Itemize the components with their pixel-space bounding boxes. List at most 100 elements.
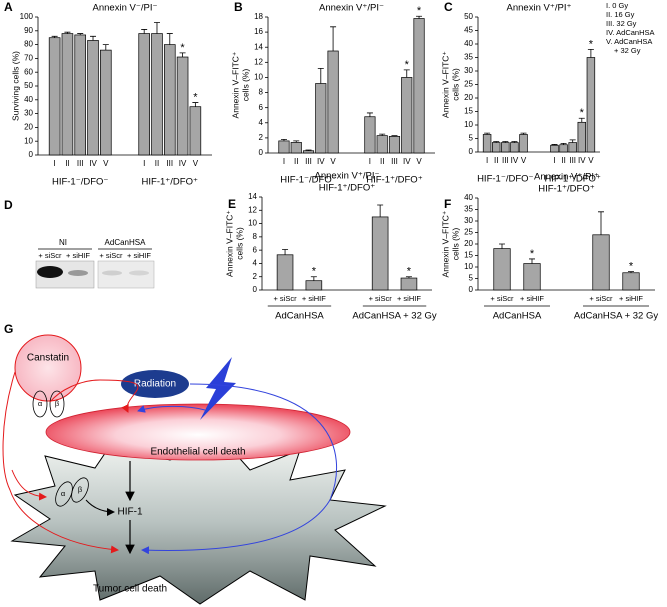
x-tick-label: I	[486, 156, 488, 165]
error-bar	[77, 33, 84, 35]
error-bar	[317, 67, 324, 84]
y-tick-label: 15	[464, 107, 473, 116]
y-axis-label: cells (%)	[450, 228, 460, 261]
blot-band	[102, 270, 122, 276]
error-bar	[179, 52, 186, 58]
error-bar	[598, 211, 604, 235]
x-tick-label: IV	[578, 156, 586, 165]
x-tick-label: III	[77, 159, 84, 168]
bar	[290, 142, 302, 154]
y-tick-label: 45	[464, 26, 473, 35]
error-bar	[330, 26, 337, 51]
key-entry: IV. AdCanHSA	[606, 28, 655, 37]
y-tick-label: 10	[464, 262, 473, 271]
error-bar	[499, 243, 505, 249]
group-label: HIF-1⁻/DFO⁻	[280, 175, 336, 186]
error-bar	[102, 44, 109, 51]
bar	[388, 136, 401, 154]
x-tick-label: I	[553, 156, 555, 165]
y-tick-label: 4	[259, 118, 264, 127]
x-tick-label: I	[369, 157, 371, 166]
x-tick-label: V	[193, 159, 199, 168]
y-tick-label: 25	[464, 228, 473, 237]
group-label: HIF-1⁻/DFO⁻	[52, 177, 108, 188]
y-tick-label: 40	[24, 95, 33, 104]
bar	[482, 134, 492, 153]
bar	[151, 33, 163, 156]
group-label: HIF-1⁺/DFO⁺	[544, 174, 600, 185]
group-label: AdCanHSA	[275, 311, 324, 322]
y-tick-label: 0	[469, 285, 474, 294]
y-tick-label: 2	[259, 133, 264, 142]
x-tick-label: IV	[403, 157, 411, 166]
y-tick-label: 4	[253, 259, 258, 268]
bar	[501, 142, 510, 153]
y-axis-label: Annexin V–FITC⁺	[224, 210, 234, 277]
chart-title: HIF-1⁺/DFO⁺	[319, 183, 375, 194]
error-bar	[366, 112, 373, 117]
error-bar	[560, 142, 567, 145]
x-tick-label: I	[283, 157, 285, 166]
error-bar	[305, 149, 312, 151]
y-tick-label: 16	[254, 27, 263, 36]
bar	[622, 272, 640, 291]
error-bar	[51, 35, 58, 38]
x-tick-label: IV	[89, 159, 97, 168]
radiation-to-tumor	[141, 383, 337, 555]
error-bar	[578, 117, 585, 123]
y-tick-label: 10	[464, 120, 473, 129]
chart-title: Annexin V⁺/PI⁻	[319, 3, 384, 14]
error-bar	[141, 29, 148, 34]
significance-mark: *	[407, 266, 412, 278]
x-tick-label: + siHIF	[302, 294, 326, 303]
bar	[413, 18, 425, 154]
error-bar	[551, 144, 558, 146]
x-tick-label: II	[380, 157, 384, 166]
treatment-label: + siScr	[38, 251, 62, 260]
error-bar	[493, 141, 500, 143]
panel-letter: B	[234, 0, 243, 14]
bar	[100, 49, 112, 156]
canstatin-label: Canstatin	[27, 353, 69, 364]
error-bar	[379, 133, 386, 136]
group-label: HIF-1⁺/DFO⁺	[366, 175, 422, 186]
tumor-label: Tumor cell death	[93, 584, 167, 595]
y-axis-label: Annexin V–FITC⁺	[440, 210, 450, 277]
bar	[586, 57, 596, 153]
error-bar	[90, 35, 97, 41]
canstatin-to-integrin	[11, 469, 47, 501]
bar	[491, 142, 501, 153]
x-tick-label: + siHIF	[520, 294, 544, 303]
y-tick-label: 0	[259, 148, 264, 157]
x-tick-label: V	[330, 157, 336, 166]
y-tick-label: 14	[248, 192, 257, 201]
error-bar	[293, 140, 300, 143]
y-tick-label: 90	[24, 26, 33, 35]
bar	[493, 248, 511, 291]
y-tick-label: 60	[24, 67, 33, 76]
y-tick-label: 15	[464, 251, 473, 260]
x-tick-label: III	[391, 157, 398, 166]
panel-letter: F	[444, 197, 451, 211]
x-tick-label: I	[143, 159, 145, 168]
bar	[401, 77, 413, 154]
blot-band	[68, 270, 88, 276]
key-entry: III. 32 Gy	[606, 19, 637, 28]
error-bar	[403, 69, 410, 78]
significance-mark: *	[580, 107, 585, 119]
error-bar	[484, 132, 491, 135]
x-tick-label: III	[166, 159, 173, 168]
integrin-to-hif	[85, 499, 115, 516]
y-tick-label: 70	[24, 54, 33, 63]
integrin	[32, 390, 48, 418]
y-tick-label: 5	[469, 274, 474, 283]
integrin-label: β	[55, 399, 60, 408]
endothelial-label: Endothelial cell death	[150, 447, 245, 458]
error-bar	[166, 33, 173, 45]
bar	[176, 56, 189, 156]
bar	[519, 134, 528, 153]
y-tick-label: 12	[254, 57, 263, 66]
integrin	[55, 481, 73, 507]
y-tick-label: 10	[24, 136, 33, 145]
